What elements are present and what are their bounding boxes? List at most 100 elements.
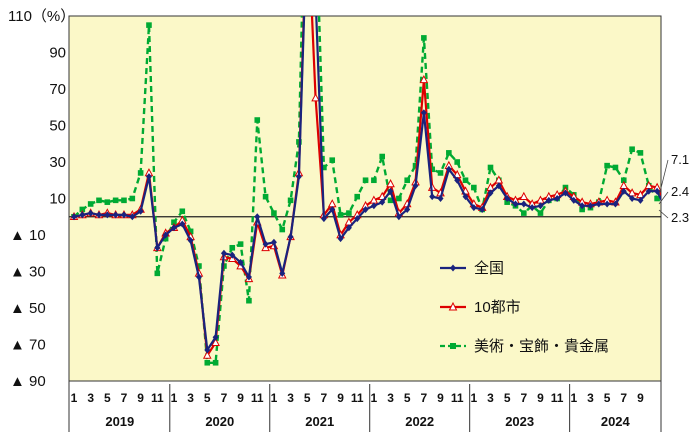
x-tick-label: 9 bbox=[137, 391, 144, 405]
data-point bbox=[271, 210, 277, 216]
data-point bbox=[195, 273, 202, 281]
data-point bbox=[620, 177, 627, 184]
data-point bbox=[112, 197, 119, 204]
data-point bbox=[545, 196, 552, 204]
data-point bbox=[421, 35, 427, 41]
data-point bbox=[404, 177, 410, 184]
data-point bbox=[120, 211, 127, 219]
x-tick-label: 9 bbox=[537, 391, 544, 405]
data-point bbox=[79, 206, 86, 213]
data-point bbox=[645, 187, 652, 195]
x-tick-label: 5 bbox=[304, 391, 311, 405]
x-tick-label: 5 bbox=[204, 391, 211, 405]
x-tick-label: 5 bbox=[604, 391, 611, 405]
x-tick-label: 7 bbox=[520, 391, 527, 405]
data-point bbox=[212, 333, 219, 341]
x-tick-label: 3 bbox=[187, 391, 194, 405]
x-tick-label: 9 bbox=[237, 391, 244, 405]
x-tick-label: 7 bbox=[121, 391, 128, 405]
y-tick-label: 90 bbox=[49, 45, 66, 62]
data-point bbox=[663, 201, 669, 207]
data-point bbox=[604, 200, 611, 208]
x-tick-label: 11 bbox=[451, 391, 464, 405]
data-point bbox=[187, 236, 194, 244]
data-point bbox=[229, 251, 236, 259]
data-point bbox=[662, 204, 668, 211]
data-point bbox=[237, 258, 244, 266]
x-tick-label: 3 bbox=[387, 391, 394, 405]
x-tick-label: 11 bbox=[551, 391, 564, 405]
data-point bbox=[104, 211, 111, 219]
data-point bbox=[429, 193, 436, 201]
y-tick-label: 10 bbox=[49, 191, 66, 208]
data-point bbox=[604, 162, 610, 169]
data-point bbox=[270, 238, 277, 246]
x-tick-label: 3 bbox=[287, 391, 294, 405]
end-leader-line bbox=[658, 191, 669, 205]
data-point bbox=[162, 231, 169, 239]
data-point bbox=[519, 191, 529, 200]
x-tick-label: 9 bbox=[437, 391, 444, 405]
x-tick-label: 9 bbox=[337, 391, 344, 405]
x-tick-label: 11 bbox=[351, 391, 364, 405]
data-point bbox=[137, 170, 144, 176]
data-point bbox=[629, 195, 636, 202]
x-year-label: 2023 bbox=[505, 414, 534, 429]
data-point bbox=[504, 195, 511, 202]
data-point bbox=[554, 195, 561, 202]
x-year-label: 2024 bbox=[601, 414, 631, 429]
data-point bbox=[419, 75, 429, 84]
data-point bbox=[386, 179, 395, 188]
data-point bbox=[121, 197, 127, 204]
data-point bbox=[445, 165, 452, 173]
data-point bbox=[204, 346, 211, 354]
data-point bbox=[529, 204, 536, 212]
data-point bbox=[287, 197, 294, 204]
data-point bbox=[612, 164, 619, 171]
data-point bbox=[129, 213, 136, 221]
data-point bbox=[295, 173, 302, 181]
data-point bbox=[202, 350, 212, 359]
end-leader-line bbox=[658, 159, 669, 197]
x-tick-label: 7 bbox=[221, 391, 228, 405]
x-tick-label: 1 bbox=[371, 391, 378, 405]
data-point bbox=[354, 215, 361, 223]
data-point bbox=[670, 202, 677, 209]
legend-label: 美術・宝飾・貴金属 bbox=[474, 338, 609, 355]
data-point bbox=[96, 197, 102, 204]
data-point bbox=[395, 213, 402, 221]
data-point bbox=[170, 224, 177, 232]
data-point bbox=[362, 177, 369, 184]
data-point bbox=[379, 198, 386, 206]
data-point bbox=[129, 195, 136, 202]
data-point bbox=[211, 337, 220, 346]
data-point bbox=[412, 182, 419, 190]
data-point bbox=[487, 189, 494, 197]
legend-marker bbox=[448, 301, 458, 311]
legend-label: 全国 bbox=[474, 259, 504, 277]
data-point bbox=[313, 0, 319, 1]
data-point bbox=[412, 162, 419, 169]
data-point bbox=[387, 187, 394, 195]
data-point bbox=[362, 205, 369, 213]
data-point bbox=[446, 150, 452, 156]
data-point bbox=[471, 184, 477, 191]
data-point bbox=[371, 177, 377, 184]
x-tick-label: 3 bbox=[487, 391, 494, 405]
legend-label: 10都市 bbox=[474, 299, 521, 316]
data-point bbox=[437, 170, 444, 176]
data-point bbox=[87, 209, 94, 217]
data-point bbox=[620, 187, 627, 195]
data-point bbox=[179, 220, 186, 228]
y-tick-label: ▲ 90 bbox=[10, 373, 46, 390]
x-tick-label: 11 bbox=[151, 391, 164, 405]
legend-marker bbox=[450, 343, 456, 349]
data-point bbox=[95, 211, 102, 219]
data-point bbox=[654, 195, 660, 202]
data-point bbox=[637, 196, 644, 204]
data-point bbox=[137, 207, 144, 215]
x-tick-label: 7 bbox=[421, 391, 428, 405]
y-tick-label: ▲ 10 bbox=[10, 227, 46, 244]
x-tick-label: 1 bbox=[71, 391, 78, 405]
data-point bbox=[537, 210, 544, 216]
